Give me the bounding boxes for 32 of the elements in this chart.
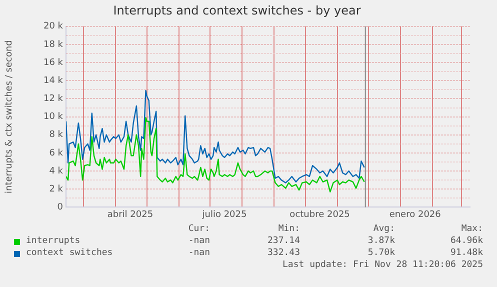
chart-title: Interrupts and context switches - by year <box>113 3 361 18</box>
text: 64.96k <box>450 236 483 247</box>
text: -nan <box>188 248 210 259</box>
x-tick-label: julio 2025 <box>201 210 247 220</box>
y-tick-label: 16 k <box>43 58 64 68</box>
legend-label: interrupts <box>26 236 80 247</box>
text: 91.48k <box>450 248 483 259</box>
x-tick-label: enero 2026 <box>389 210 442 220</box>
text: Cur: <box>188 224 210 235</box>
x-tick-label: abril 2025 <box>107 210 154 220</box>
text: Avg: <box>373 224 395 235</box>
y-tick-label: 8 k <box>49 130 64 140</box>
y-tick-label: 2 k <box>49 184 64 194</box>
y-tick-label: 20 k <box>43 22 64 32</box>
text: 332.43 <box>267 248 300 259</box>
y-tick-label: 6 k <box>49 148 64 158</box>
y-tick-label: 12 k <box>43 94 64 104</box>
text: Min: <box>278 224 300 235</box>
text: Last update: Fri Nov 28 11:20:06 2025 <box>282 260 483 271</box>
y-tick-label: 18 k <box>43 40 64 50</box>
legend-label: context switches <box>26 248 113 259</box>
y-tick-label: 10 k <box>43 112 64 122</box>
text: 5.70k <box>368 248 395 259</box>
x-tick-label: octubre 2025 <box>290 210 350 220</box>
text: -nan <box>188 236 210 247</box>
text: 237.14 <box>267 236 300 247</box>
text: 3.87k <box>368 236 395 247</box>
y-tick-label: 0 <box>57 202 64 213</box>
text: Max: <box>461 224 483 235</box>
y-tick-label: 4 k <box>49 166 64 176</box>
y-axis-title: interrupts & ctx switches / second <box>4 40 15 194</box>
y-tick-label: 14 k <box>43 76 64 86</box>
